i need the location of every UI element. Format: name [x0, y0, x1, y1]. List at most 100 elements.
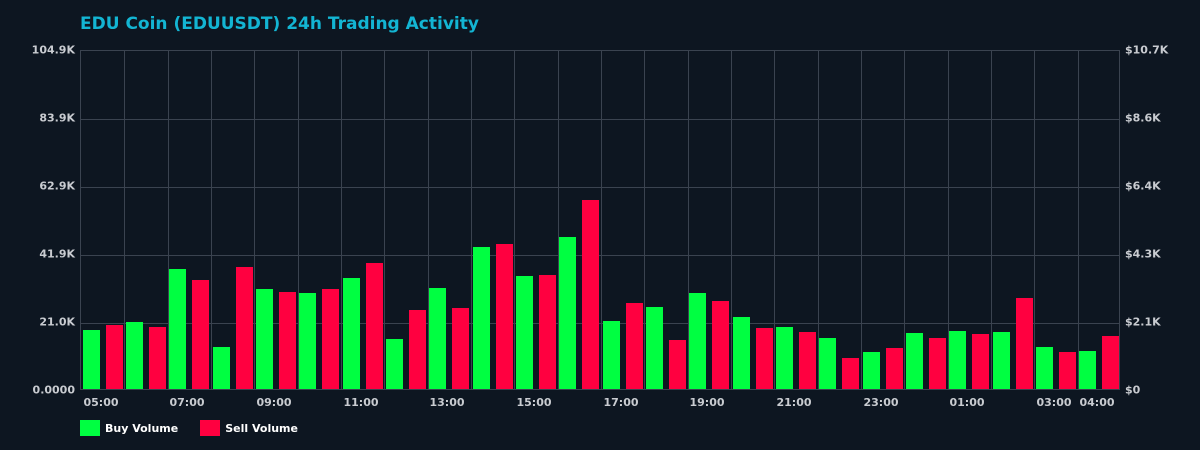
y-tick-label: 0.0000 [32, 383, 75, 397]
buy-volume-bar[interactable] [602, 320, 620, 389]
buy-volume-bar[interactable] [992, 331, 1010, 389]
v-gridline [861, 51, 862, 389]
x-tick-label: 21:00 [776, 396, 812, 409]
buy-volume-bar[interactable] [82, 330, 100, 389]
v-gridline [254, 51, 256, 389]
buy-volume-bar[interactable] [905, 332, 923, 389]
y-tick-label: 21.0K [39, 315, 75, 329]
v-gridline [384, 51, 386, 389]
v-gridline [124, 51, 126, 389]
buy-volume-bar[interactable] [775, 327, 793, 389]
x-tick-label: 19:00 [689, 396, 725, 409]
sell-volume-bar[interactable] [452, 307, 470, 389]
sell-volume-bar[interactable] [972, 333, 990, 389]
sell-volume-bar[interactable] [625, 303, 643, 389]
sell-volume-bar[interactable] [278, 292, 296, 389]
sell-volume-bar[interactable] [755, 328, 773, 389]
y-tick-label: 104.9K [31, 43, 75, 57]
y2-tick-label: $10.7K [1125, 43, 1169, 57]
x-tick-label: 03:00 [1036, 396, 1072, 409]
v-gridline [644, 51, 646, 389]
sell-volume-bar[interactable] [885, 348, 903, 389]
sell-volume-bar[interactable] [235, 267, 253, 389]
sell-volume-bar[interactable] [1015, 297, 1033, 389]
buy-swatch-icon [80, 420, 100, 436]
y2-tick-label: $0 [1125, 383, 1141, 397]
v-gridline [211, 51, 212, 389]
buy-volume-bar[interactable] [559, 237, 577, 389]
v-gridline [687, 51, 689, 389]
v-gridline [731, 51, 732, 389]
v-gridline [904, 51, 906, 389]
buy-volume-bar[interactable] [1079, 351, 1097, 389]
buy-volume-bar[interactable] [819, 338, 837, 389]
v-gridline [1034, 51, 1036, 389]
y2-tick-label: $4.3K [1125, 247, 1161, 261]
sell-volume-bar[interactable] [1058, 352, 1076, 389]
buy-volume-bar[interactable] [429, 287, 447, 389]
buy-volume-bar[interactable] [212, 346, 230, 389]
legend-label: Buy Volume [105, 421, 179, 435]
legend: Buy Volume Sell Volume [80, 420, 320, 436]
x-tick-label: 23:00 [863, 396, 899, 409]
x-tick-label: 07:00 [169, 396, 205, 409]
v-gridline [557, 51, 559, 389]
legend-item-buy[interactable]: Buy Volume [80, 420, 178, 436]
v-gridline [297, 51, 299, 389]
v-gridline [341, 51, 342, 389]
v-gridline [427, 51, 429, 389]
sell-volume-bar[interactable] [408, 309, 426, 389]
v-gridline [167, 51, 169, 389]
x-tick-label: 09:00 [256, 396, 292, 409]
buy-volume-bar[interactable] [732, 317, 750, 389]
v-gridline [471, 51, 472, 389]
buy-volume-bar[interactable] [1035, 346, 1053, 389]
y-tick-label: 41.9K [39, 247, 75, 261]
sell-volume-bar[interactable] [322, 288, 340, 389]
sell-volume-bar[interactable] [842, 357, 860, 389]
sell-volume-bar[interactable] [495, 244, 513, 389]
sell-volume-bar[interactable] [105, 325, 123, 389]
buy-volume-bar[interactable] [862, 352, 880, 389]
buy-volume-bar[interactable] [689, 293, 707, 389]
buy-volume-bar[interactable] [255, 288, 273, 389]
buy-volume-bar[interactable] [645, 307, 663, 389]
v-gridline [774, 51, 776, 389]
sell-volume-bar[interactable] [668, 340, 686, 389]
v-gridline [1077, 51, 1079, 389]
y2-tick-label: $2.1K [1125, 315, 1161, 329]
sell-volume-bar[interactable] [582, 200, 600, 389]
y2-tick-label: $6.4K [1125, 179, 1161, 193]
v-gridline [817, 51, 819, 389]
sell-volume-bar[interactable] [712, 300, 730, 389]
sell-volume-bar[interactable] [192, 280, 210, 389]
y2-tick-label: $8.6K [1125, 111, 1161, 125]
buy-volume-bar[interactable] [949, 330, 967, 389]
buy-volume-bar[interactable] [299, 293, 317, 389]
sell-volume-bar[interactable] [1102, 335, 1120, 389]
v-gridline [514, 51, 516, 389]
buy-volume-bar[interactable] [515, 275, 533, 389]
sell-volume-bar[interactable] [798, 331, 816, 389]
h-gridline [81, 187, 1119, 188]
y-tick-label: 83.9K [39, 111, 75, 125]
x-tick-label: 13:00 [429, 396, 465, 409]
x-tick-label: 05:00 [83, 396, 119, 409]
buy-volume-bar[interactable] [125, 321, 143, 389]
sell-volume-bar[interactable] [148, 327, 166, 389]
v-gridline [947, 51, 949, 389]
buy-volume-bar[interactable] [385, 339, 403, 389]
y-tick-label: 62.9K [39, 179, 75, 193]
x-tick-label: 01:00 [949, 396, 985, 409]
legend-item-sell[interactable]: Sell Volume [200, 420, 298, 436]
buy-volume-bar[interactable] [342, 278, 360, 389]
buy-volume-bar[interactable] [472, 247, 490, 389]
plot-area [80, 50, 1120, 390]
sell-volume-bar[interactable] [538, 274, 556, 389]
sell-volume-bar[interactable] [928, 338, 946, 389]
v-gridline [601, 51, 602, 389]
legend-label: Sell Volume [225, 421, 298, 435]
x-tick-label: 15:00 [516, 396, 552, 409]
sell-volume-bar[interactable] [365, 262, 383, 389]
buy-volume-bar[interactable] [169, 269, 187, 389]
